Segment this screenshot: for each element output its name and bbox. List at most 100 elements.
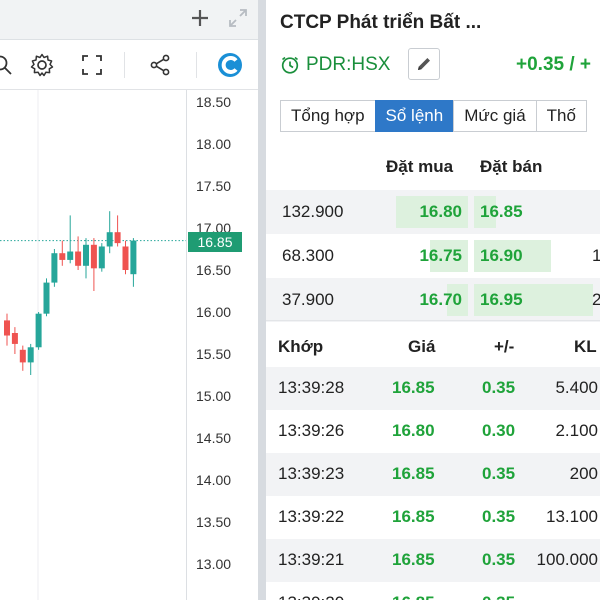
trade-row[interactable]: 13:39:28 16.85 0.35 5.400 <box>266 367 600 410</box>
price-axis-tick: 13.50 <box>196 514 232 530</box>
share-button[interactable] <box>144 49 176 81</box>
chart-window-bar <box>0 0 258 40</box>
toolbar-separator <box>196 52 197 78</box>
candle-body <box>106 232 113 247</box>
pane-resize-handle[interactable] <box>258 0 266 600</box>
price-axis-tick: 15.50 <box>196 346 232 362</box>
ask-volume-bar <box>474 240 551 272</box>
edit-ticker-button[interactable] <box>408 48 440 80</box>
trade-volume: 5.400 <box>555 378 598 397</box>
tab-muc-gia[interactable]: Mức giá <box>453 100 537 132</box>
pencil-icon <box>418 58 430 70</box>
share-icon <box>150 54 170 76</box>
trade-price: 16.85 <box>392 464 435 483</box>
company-name: CTCP Phát triển Bất ... <box>280 12 482 33</box>
trade-time: 13:39:22 <box>278 507 345 526</box>
bid-price: 16.70 <box>419 290 462 309</box>
candlestick-chart[interactable]: 18.50 18.00 17.50 17.00 16.50 16.00 15.50 15.00… <box>0 90 258 600</box>
bid-volume: 132.900 <box>282 202 344 221</box>
trade-change: 0.35 <box>482 593 515 600</box>
section-divider <box>266 320 600 321</box>
tab-so-lenh[interactable]: Sổ lệnh <box>374 100 455 132</box>
candle-body <box>67 251 74 260</box>
bid-volume-bar <box>396 196 468 228</box>
toolbar-separator <box>124 52 125 78</box>
candle-body <box>27 347 34 363</box>
candle-body <box>122 246 129 270</box>
orderbook-row[interactable]: 132.900 16.80 16.85 <box>266 190 600 234</box>
gear-icon <box>30 53 54 77</box>
bid-volume: 68.300 <box>282 246 334 265</box>
trade-volume: 2.100 <box>555 421 598 440</box>
trade-row[interactable]: 13:39:20 16.85 0.35 <box>266 582 600 600</box>
trade-change-header: +/- <box>494 337 515 356</box>
search-button[interactable] <box>0 49 18 81</box>
tab-tong-hop[interactable]: Tổng hợp <box>280 100 376 132</box>
expand-window-button[interactable] <box>224 4 252 32</box>
settings-button[interactable] <box>26 49 58 81</box>
trade-time: 13:39:23 <box>278 464 345 483</box>
trade-time: 13:39:26 <box>278 421 345 440</box>
bid-volume: 37.900 <box>282 290 334 309</box>
ask-price: 16.85 <box>480 202 523 221</box>
candle-body <box>51 253 58 283</box>
tab-thong-ke[interactable]: Thố <box>535 100 587 132</box>
bid-price: 16.80 <box>419 202 462 221</box>
expand-icon <box>229 9 247 27</box>
price-axis-line <box>186 90 187 600</box>
trade-volume-header: KL <box>574 337 597 356</box>
trade-price: 16.85 <box>392 550 435 569</box>
add-chart-button[interactable] <box>186 4 214 32</box>
bid-volume-bar <box>430 240 468 272</box>
bid-header: Đặt mua <box>386 157 454 176</box>
trade-volume: 13.100 <box>546 507 598 526</box>
fullscreen-icon <box>82 55 102 75</box>
trade-price: 16.85 <box>392 593 435 600</box>
ticker-symbol[interactable]: PDR:HSX <box>306 54 391 75</box>
trade-price-header: Giá <box>408 337 436 356</box>
candle-body <box>11 333 18 344</box>
chart-toolbar <box>0 40 258 90</box>
bid-price: 16.75 <box>419 246 462 265</box>
stock-detail-pane: CTCP Phát triển Bất ... PDR:HSX +0.35 / … <box>266 0 600 600</box>
trade-time: 13:39:21 <box>278 550 345 569</box>
candle-body <box>35 313 42 348</box>
trade-volume: 100.000 <box>536 550 598 569</box>
price-axis-tick: 17.50 <box>196 178 232 194</box>
orderbook-row[interactable]: 68.300 16.75 16.90 1 <box>266 234 600 278</box>
plus-icon <box>192 10 208 26</box>
trade-price: 16.85 <box>392 378 435 397</box>
candle-body <box>59 253 66 260</box>
brand-logo-button[interactable] <box>214 49 246 81</box>
candlestick-plot[interactable] <box>0 90 186 600</box>
candle-body <box>4 320 10 336</box>
candle-body <box>83 244 89 266</box>
price-change: +0.35 / + <box>516 54 592 75</box>
trade-row[interactable]: 13:39:22 16.85 0.35 13.100 <box>266 496 600 539</box>
clock-icon <box>281 56 299 74</box>
trade-row[interactable]: 13:39:21 16.85 0.35 100.000 <box>266 539 600 582</box>
candle-body <box>114 232 121 244</box>
trade-time-header: Khớp <box>278 337 324 356</box>
ask-volume: 2 <box>592 290 600 309</box>
ask-volume-bar <box>474 196 496 228</box>
price-axis-tick: 18.50 <box>196 94 232 110</box>
orderbook-row[interactable]: 37.900 16.70 16.95 2 <box>266 278 600 322</box>
chart-pane: 18.50 18.00 17.50 17.00 16.50 16.00 15.50 15.00… <box>0 0 258 600</box>
trade-change: 0.30 <box>482 421 516 440</box>
trade-row[interactable]: 13:39:23 16.85 0.35 200 <box>266 453 600 496</box>
search-icon <box>0 55 12 75</box>
price-axis-tick: 13.00 <box>196 556 232 572</box>
fullscreen-button[interactable] <box>76 49 108 81</box>
trade-change: 0.35 <box>482 464 516 483</box>
ask-volume-bar <box>474 284 593 316</box>
trade-row[interactable]: 13:39:26 16.80 0.30 2.100 <box>266 410 600 453</box>
candle-body <box>98 246 105 269</box>
candle-body <box>75 251 82 266</box>
candle-body <box>43 282 50 314</box>
trade-price: 16.80 <box>392 421 435 440</box>
candle-body <box>19 349 26 363</box>
trade-change: 0.35 <box>482 550 516 569</box>
trade-change: 0.35 <box>482 378 516 397</box>
price-axis-tick: 14.50 <box>196 430 232 446</box>
